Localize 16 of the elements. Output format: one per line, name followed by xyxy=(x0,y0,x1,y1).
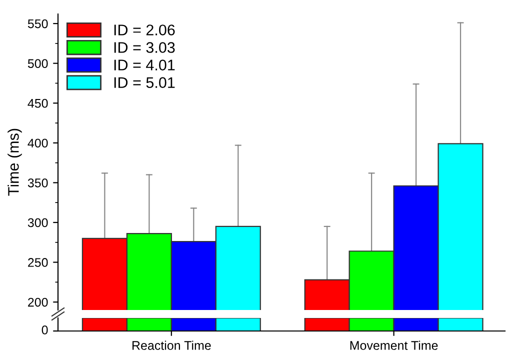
y-tick-label: 350 xyxy=(28,178,48,188)
y-tick-label: 200 xyxy=(28,298,48,307)
legend-label: ID = 4.01 xyxy=(114,60,175,70)
legend-label: ID = 2.06 xyxy=(114,24,175,36)
legend-label: ID = 5.01 xyxy=(114,77,175,88)
y-tick-label: 300 xyxy=(28,218,48,228)
y-axis-title: Time (ms) xyxy=(8,128,22,196)
y-tick-label: 400 xyxy=(28,138,48,148)
x-tick-label: Reaction Time xyxy=(132,340,211,350)
text: 0 xyxy=(42,326,48,334)
y-tick-label: 250 xyxy=(28,258,48,267)
y-tick-label: 500 xyxy=(28,59,48,68)
x-tick-label: Movement Time xyxy=(350,340,438,350)
legend-label: ID = 3.03 xyxy=(114,42,175,53)
y-tick-label: 450 xyxy=(28,98,48,108)
y-tick-label: 550 xyxy=(28,19,48,28)
